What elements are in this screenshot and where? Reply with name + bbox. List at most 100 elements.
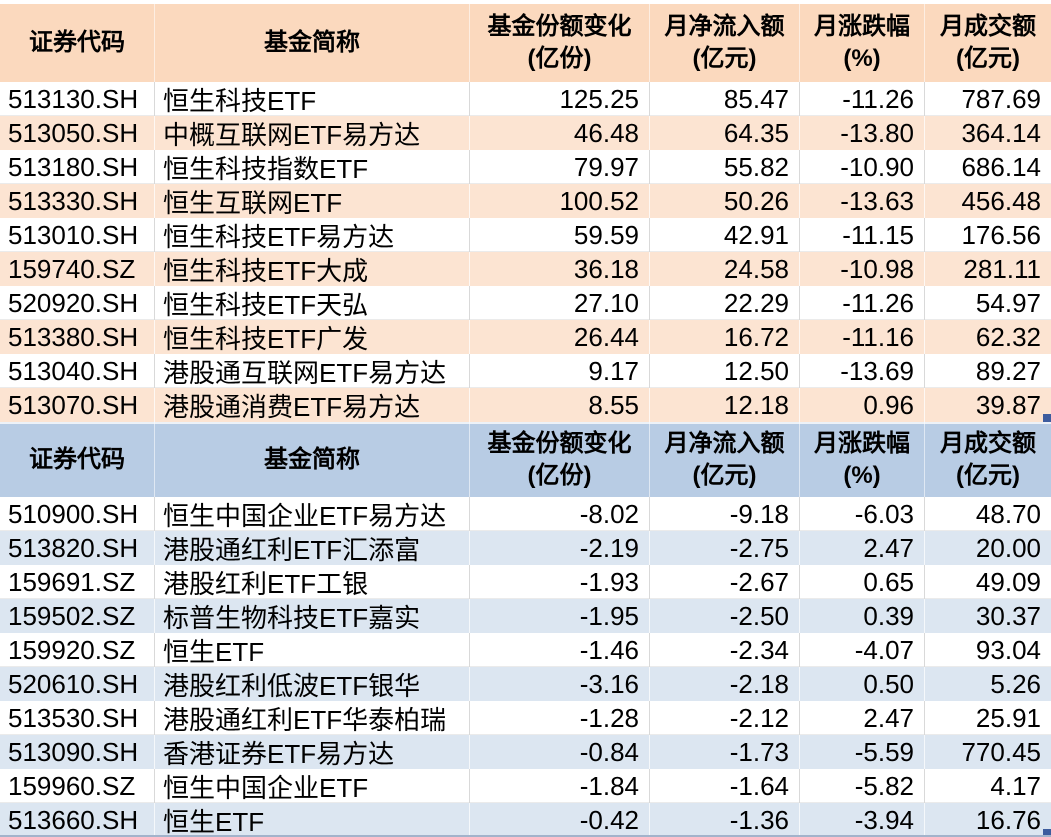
cell-name[interactable]: 标普生物科技ETF嘉实 bbox=[155, 599, 470, 633]
column-header-name[interactable]: 基金简称 bbox=[155, 4, 470, 82]
cell-net-inflow[interactable]: 12.50 bbox=[650, 354, 800, 388]
cell-share-change[interactable]: -0.42 bbox=[470, 803, 650, 837]
cell-turnover[interactable]: 686.14 bbox=[961, 151, 1041, 182]
cell-name[interactable]: 港股通红利ETF汇添富 bbox=[155, 531, 470, 565]
cell-name[interactable]: 香港证券ETF易方达 bbox=[155, 735, 470, 769]
cell-code[interactable]: 159740.SZ bbox=[0, 252, 155, 286]
cell-net-inflow[interactable]: -9.18 bbox=[650, 497, 800, 531]
cell-share-change[interactable]: -1.46 bbox=[470, 633, 650, 667]
cell-monthly-chg[interactable]: -6.03 bbox=[800, 497, 925, 531]
cell-turnover[interactable]: 770.45 bbox=[961, 736, 1041, 767]
cell-code[interactable]: 513660.SH bbox=[0, 803, 155, 837]
cell-net-inflow[interactable]: -2.50 bbox=[650, 599, 800, 633]
cell-share-change[interactable]: -1.93 bbox=[470, 565, 650, 599]
cell-monthly-chg[interactable]: -13.80 bbox=[800, 116, 925, 150]
column-header-share-change[interactable]: 基金份额变化 (亿份) bbox=[470, 4, 650, 82]
cell-code[interactable]: 520610.SH bbox=[0, 667, 155, 701]
cell-code[interactable]: 159691.SZ bbox=[0, 565, 155, 599]
cell-turnover[interactable]: 5.26 bbox=[990, 668, 1041, 699]
column-header-share-change[interactable]: 基金份额变化 (亿份) bbox=[470, 422, 650, 497]
cell-share-change[interactable]: -3.16 bbox=[470, 667, 650, 701]
cell-monthly-chg[interactable]: -5.59 bbox=[800, 735, 925, 769]
cell-name[interactable]: 港股红利ETF工银 bbox=[155, 565, 470, 599]
cell-share-change[interactable]: 46.48 bbox=[470, 116, 650, 150]
cell-monthly-chg[interactable]: 2.47 bbox=[800, 531, 925, 565]
cell-share-change[interactable]: -1.28 bbox=[470, 701, 650, 735]
cell-net-inflow[interactable]: -2.75 bbox=[650, 531, 800, 565]
cell-turnover[interactable]: 25.91 bbox=[975, 702, 1041, 733]
cell-monthly-chg[interactable]: 0.50 bbox=[800, 667, 925, 701]
cell-monthly-chg[interactable]: -11.15 bbox=[800, 218, 925, 252]
cell-code[interactable]: 513330.SH bbox=[0, 184, 155, 218]
cell-share-change[interactable]: 100.52 bbox=[470, 184, 650, 218]
cell-monthly-chg[interactable]: -13.63 bbox=[800, 184, 925, 218]
cell-turnover[interactable]: 62.32 bbox=[975, 321, 1041, 352]
column-header-net-inflow[interactable]: 月净流入额 (亿元) bbox=[650, 4, 800, 82]
cell-turnover[interactable]: 456.48 bbox=[961, 185, 1041, 216]
cell-code[interactable]: 513820.SH bbox=[0, 531, 155, 565]
cell-turnover[interactable]: 30.37 bbox=[975, 600, 1041, 631]
cell-code[interactable]: 159920.SZ bbox=[0, 633, 155, 667]
cell-name[interactable]: 港股红利低波ETF银华 bbox=[155, 667, 470, 701]
cell-share-change[interactable]: -1.84 bbox=[470, 769, 650, 803]
cell-name[interactable]: 恒生科技ETF广发 bbox=[155, 320, 470, 354]
cell-code[interactable]: 510900.SH bbox=[0, 497, 155, 531]
cell-name[interactable]: 恒生ETF bbox=[155, 633, 470, 667]
cell-code[interactable]: 513040.SH bbox=[0, 354, 155, 388]
cell-name[interactable]: 港股通互联网ETF易方达 bbox=[155, 354, 470, 388]
column-header-turnover[interactable]: 月成交额 (亿元) bbox=[925, 4, 1051, 82]
cell-name[interactable]: 恒生科技ETF bbox=[155, 82, 470, 116]
cell-turnover[interactable]: 48.70 bbox=[975, 498, 1041, 529]
cell-net-inflow[interactable]: -1.36 bbox=[650, 803, 800, 837]
cell-monthly-chg[interactable]: -13.69 bbox=[800, 354, 925, 388]
cell-share-change[interactable]: -8.02 bbox=[470, 497, 650, 531]
cell-net-inflow[interactable]: -1.73 bbox=[650, 735, 800, 769]
cell-net-inflow[interactable]: 85.47 bbox=[650, 82, 800, 116]
cell-name[interactable]: 港股通红利ETF华泰柏瑞 bbox=[155, 701, 470, 735]
cell-net-inflow[interactable]: 22.29 bbox=[650, 286, 800, 320]
cell-turnover[interactable]: 16.76 bbox=[975, 804, 1041, 835]
cell-turnover[interactable]: 49.09 bbox=[975, 566, 1041, 597]
column-header-code[interactable]: 证券代码 bbox=[0, 4, 155, 82]
cell-share-change[interactable]: 125.25 bbox=[470, 82, 650, 116]
cell-name[interactable]: 恒生中国企业ETF bbox=[155, 769, 470, 803]
cell-net-inflow[interactable]: 42.91 bbox=[650, 218, 800, 252]
cell-share-change[interactable]: 79.97 bbox=[470, 150, 650, 184]
cell-turnover[interactable]: 364.14 bbox=[961, 117, 1041, 148]
cell-net-inflow[interactable]: 12.18 bbox=[650, 388, 800, 422]
cell-monthly-chg[interactable]: -11.26 bbox=[800, 286, 925, 320]
cell-share-change[interactable]: 8.55 bbox=[470, 388, 650, 422]
column-header-name[interactable]: 基金简称 bbox=[155, 422, 470, 497]
cell-name[interactable]: 恒生中国企业ETF易方达 bbox=[155, 497, 470, 531]
cell-net-inflow[interactable]: 24.58 bbox=[650, 252, 800, 286]
cell-name[interactable]: 恒生科技ETF大成 bbox=[155, 252, 470, 286]
cell-code[interactable]: 513010.SH bbox=[0, 218, 155, 252]
cell-code[interactable]: 520920.SH bbox=[0, 286, 155, 320]
cell-net-inflow[interactable]: 16.72 bbox=[650, 320, 800, 354]
cell-code[interactable]: 159960.SZ bbox=[0, 769, 155, 803]
cell-code[interactable]: 513070.SH bbox=[0, 388, 155, 422]
cell-turnover[interactable]: 20.00 bbox=[975, 532, 1041, 563]
column-header-turnover[interactable]: 月成交额 (亿元) bbox=[925, 422, 1051, 497]
cell-monthly-chg[interactable]: 0.39 bbox=[800, 599, 925, 633]
cell-code[interactable]: 513180.SH bbox=[0, 150, 155, 184]
cell-name[interactable]: 恒生科技指数ETF bbox=[155, 150, 470, 184]
cell-share-change[interactable]: 59.59 bbox=[470, 218, 650, 252]
column-header-monthly-chg[interactable]: 月涨跌幅 (%) bbox=[800, 422, 925, 497]
cell-monthly-chg[interactable]: -10.90 bbox=[800, 150, 925, 184]
fill-handle-icon[interactable] bbox=[1043, 829, 1051, 837]
column-header-net-inflow[interactable]: 月净流入额 (亿元) bbox=[650, 422, 800, 497]
cell-net-inflow[interactable]: -2.18 bbox=[650, 667, 800, 701]
column-header-monthly-chg[interactable]: 月涨跌幅 (%) bbox=[800, 4, 925, 82]
cell-monthly-chg[interactable]: -5.82 bbox=[800, 769, 925, 803]
cell-share-change[interactable]: 36.18 bbox=[470, 252, 650, 286]
cell-turnover[interactable]: 4.17 bbox=[990, 770, 1041, 801]
cell-code[interactable]: 513130.SH bbox=[0, 82, 155, 116]
cell-share-change[interactable]: -1.95 bbox=[470, 599, 650, 633]
cell-share-change[interactable]: 9.17 bbox=[470, 354, 650, 388]
cell-share-change[interactable]: 26.44 bbox=[470, 320, 650, 354]
cell-turnover[interactable]: 787.69 bbox=[961, 83, 1041, 114]
cell-net-inflow[interactable]: -1.64 bbox=[650, 769, 800, 803]
cell-share-change[interactable]: -0.84 bbox=[470, 735, 650, 769]
cell-share-change[interactable]: -2.19 bbox=[470, 531, 650, 565]
